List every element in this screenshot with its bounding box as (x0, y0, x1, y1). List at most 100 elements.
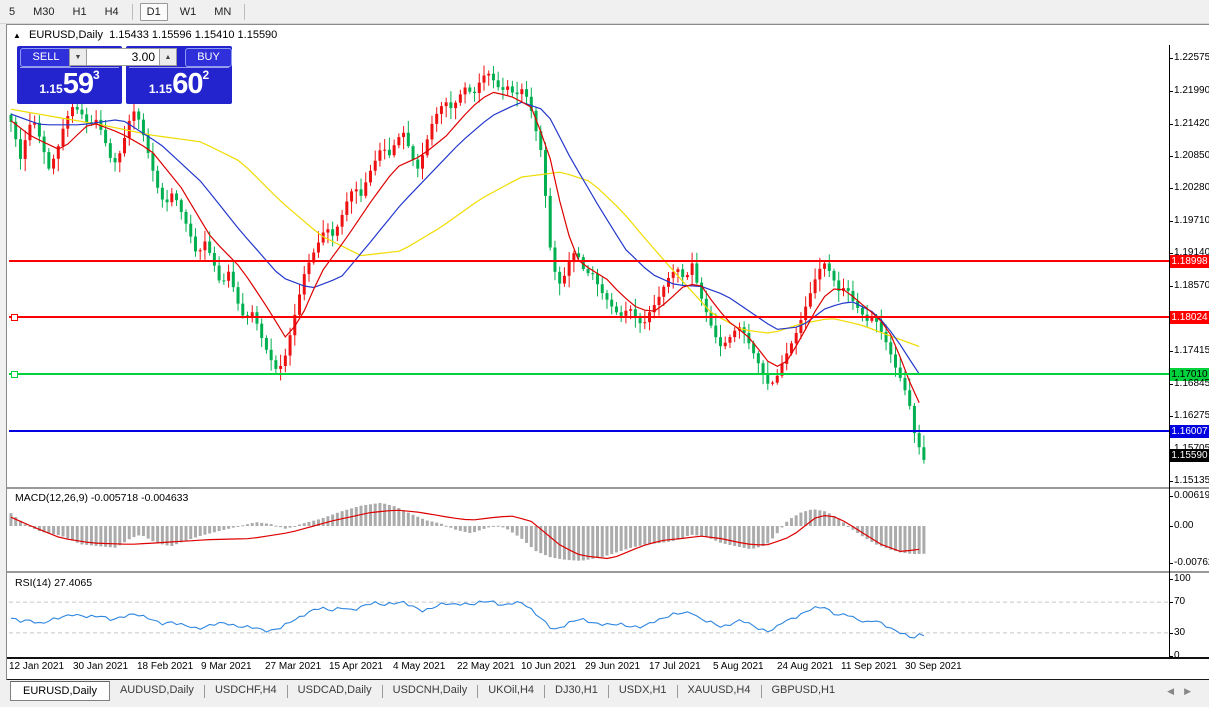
price-axis-label: 1.21420 (1174, 117, 1209, 129)
sell-underline (20, 67, 119, 68)
rsi-axis-label: 70 (1174, 596, 1186, 608)
main-price-chart[interactable] (9, 45, 1169, 487)
price-axis-tick (1169, 58, 1173, 59)
price-axis-label: 1.21990 (1174, 85, 1209, 97)
tab-separator (544, 685, 546, 698)
tab-scroll-right-icon[interactable]: ▶ (1184, 686, 1201, 696)
timeframe-button-h4[interactable]: H4 (104, 5, 119, 18)
price-axis-label: 1.22575 (1174, 52, 1209, 63)
horizontal-level-line[interactable] (9, 430, 1169, 433)
price-axis-tick (1169, 416, 1173, 418)
date-axis-label: 22 May 2021 (457, 661, 515, 672)
panel-divider[interactable] (7, 571, 1209, 573)
chart-tab-usdchf[interactable]: USDCHF,H4 (214, 684, 277, 696)
timeframe-button-m30[interactable]: M30 (33, 5, 55, 18)
volume-decrease-button[interactable]: ▼ (69, 48, 87, 66)
volume-increase-button[interactable]: ▲ (159, 48, 177, 66)
panel-divider[interactable] (7, 487, 1209, 489)
price-level-badge: 1.17010 (1170, 368, 1209, 382)
timeframe-button-h1[interactable]: H1 (72, 5, 87, 18)
price-axis-label: 1.17415 (1174, 345, 1209, 357)
tab-scroll-left-icon[interactable]: ◀ (1167, 686, 1185, 696)
horizontal-level-line[interactable] (9, 315, 1169, 318)
chart-tab-audusd[interactable]: AUDUSD,Daily (119, 684, 194, 696)
tab-separator (676, 685, 678, 698)
macd-indicator-chart (9, 502, 926, 561)
line-anchor-handle[interactable] (11, 371, 18, 379)
date-axis-label: 29 Jun 2021 (585, 661, 641, 672)
buy-underline (129, 67, 229, 68)
sell-price: 1.15593 (39, 68, 100, 100)
timeframe-button-w1[interactable]: W1 (179, 5, 197, 18)
price-level-badge: 1.18998 (1170, 255, 1209, 269)
date-axis-label: 4 May 2021 (393, 661, 446, 672)
date-axis-label: 30 Jan 2021 (73, 661, 129, 672)
chart-tab-ukoil[interactable]: UKOil,H4 (488, 684, 535, 696)
tab-separator (286, 685, 288, 698)
toolbar-separator (244, 3, 246, 20)
price-axis-tick (1169, 220, 1173, 222)
chart-tab-xauusd[interactable]: XAUUSD,H4 (687, 684, 751, 696)
date-axis-label: 12 Jan 2021 (9, 661, 65, 672)
price-axis-tick (1169, 91, 1173, 93)
macd-axis-label: -0.00762 (1174, 556, 1209, 568)
price-axis-tick (1169, 481, 1173, 482)
macd-axis-tick (1169, 526, 1173, 527)
price-axis-label: 1.16275 (1174, 410, 1209, 422)
timeframe-toolbar: 5 M30 H1 H4 D1 W1 MN (0, 0, 1209, 24)
horizontal-level-line[interactable] (9, 373, 1169, 376)
date-axis-label: 18 Feb 2021 (137, 661, 194, 672)
tab-separator (760, 685, 762, 698)
chart-tab-gbpusd[interactable]: GBPUSD,H1 (771, 684, 836, 696)
date-axis-label: 10 Jun 2021 (521, 661, 577, 672)
macd-axis-label: 0.00 (1174, 520, 1194, 531)
rsi-axis-tick (1169, 656, 1173, 657)
chart-title-row: ▲ EURUSD,Daily 1.15433 1.15596 1.15410 1… (13, 29, 277, 41)
tab-separator (607, 685, 609, 698)
price-axis-tick (1169, 448, 1173, 450)
toolbar-separator (131, 3, 133, 20)
chart-tab-eurusd[interactable]: EURUSD,Daily (10, 681, 110, 701)
horizontal-level-line[interactable] (9, 260, 1169, 263)
date-axis-label: 9 Mar 2021 (201, 661, 252, 672)
date-axis-label: 5 Aug 2021 (713, 661, 764, 672)
buy-button[interactable]: BUY (185, 48, 232, 67)
volume-spinner: ▼ ▲ (69, 48, 177, 66)
rsi-axis-tick (1169, 579, 1173, 580)
line-anchor-handle[interactable] (11, 313, 18, 321)
price-axis-label: 1.18570 (1174, 279, 1209, 291)
rsi-axis-tick (1169, 632, 1173, 634)
date-axis-label: 24 Aug 2021 (777, 661, 834, 672)
chart-tab-usdcnh[interactable]: USDCNH,Daily (392, 684, 468, 696)
price-axis-line (1169, 45, 1170, 657)
rsi-axis-label: 0 (1174, 650, 1180, 661)
current-price-badge: 1.15590 (1170, 449, 1209, 463)
chart-tab-bar: EURUSD,Daily AUDUSD,Daily USDCHF,H4 USDCAD,… (0, 680, 1209, 707)
price-level-badge: 1.18024 (1170, 310, 1209, 324)
chart-symbol-title: EURUSD,Daily (28, 29, 103, 41)
chart-window: ▲ EURUSD,Daily 1.15433 1.15596 1.15410 1… (6, 24, 1209, 681)
price-axis-label: 1.19140 (1174, 247, 1209, 259)
rsi-axis-label: 30 (1174, 626, 1186, 638)
timeframe-button-mn[interactable]: MN (214, 5, 232, 18)
price-axis-label: 1.19710 (1174, 214, 1209, 226)
price-axis-tick (1169, 383, 1173, 385)
chart-tab-usdcad[interactable]: USDCAD,Daily (297, 684, 372, 696)
price-axis-tick (1169, 285, 1173, 287)
chart-tab-usdx[interactable]: USDX,H1 (618, 684, 667, 696)
rsi-label: RSI(14) 27.4065 (15, 577, 93, 589)
sell-button[interactable]: SELL (20, 48, 72, 67)
chart-tab-dj30[interactable]: DJ30,H1 (555, 684, 598, 696)
timeframe-button-d1[interactable]: D1 (139, 2, 168, 21)
timeframe-button-5[interactable]: 5 (9, 5, 16, 18)
tab-separator (477, 685, 479, 698)
price-axis-tick (1169, 188, 1173, 190)
collapse-triangle-icon[interactable]: ▲ (13, 31, 21, 40)
buy-price: 1.15602 (148, 68, 210, 100)
macd-axis-tick (1169, 562, 1173, 564)
volume-input[interactable] (87, 48, 159, 66)
price-axis-tick (1169, 156, 1173, 158)
tab-scroll-arrows[interactable]: ◀▶ (1167, 686, 1201, 697)
date-axis-label: 17 Jul 2021 (649, 661, 701, 672)
